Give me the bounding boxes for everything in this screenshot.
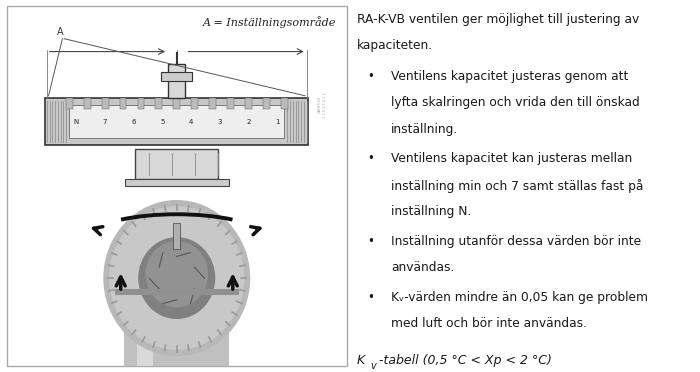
- Circle shape: [110, 207, 244, 349]
- Bar: [102, 97, 108, 109]
- Text: •: •: [368, 70, 374, 83]
- Bar: [120, 97, 127, 109]
- Circle shape: [104, 201, 249, 355]
- Bar: [125, 179, 229, 186]
- Bar: [155, 97, 162, 109]
- Text: Kᵥ-värden mindre än 0,05 kan ge problem: Kᵥ-värden mindre än 0,05 kan ge problem: [391, 291, 648, 304]
- Bar: [168, 64, 186, 97]
- Text: 2: 2: [246, 119, 251, 125]
- Text: RA-K-VB ventilen ger möjlighet till justering av: RA-K-VB ventilen ger möjlighet till just…: [357, 13, 639, 26]
- Text: N: N: [74, 119, 79, 125]
- Text: •: •: [368, 235, 374, 248]
- Bar: [115, 289, 239, 295]
- Text: 5: 5: [160, 119, 164, 125]
- Text: 6: 6: [132, 119, 136, 125]
- Text: •: •: [368, 152, 374, 165]
- Bar: [262, 97, 270, 109]
- Text: 1: 1: [275, 119, 279, 125]
- Bar: [191, 97, 198, 109]
- Text: kapaciteten.: kapaciteten.: [357, 39, 433, 52]
- Text: inställning N.: inställning N.: [391, 205, 471, 218]
- Bar: [174, 223, 180, 248]
- Bar: [135, 149, 218, 179]
- Text: Inställning utanför dessa värden bör inte: Inställning utanför dessa värden bör int…: [391, 235, 641, 248]
- Bar: [209, 97, 216, 109]
- Bar: [69, 105, 284, 138]
- Text: 7: 7: [103, 119, 107, 125]
- Bar: [137, 97, 144, 109]
- Circle shape: [139, 238, 215, 318]
- Text: Ventilens kapacitet kan justeras mellan: Ventilens kapacitet kan justeras mellan: [391, 152, 632, 165]
- Text: med luft och bör inte användas.: med luft och bör inte användas.: [391, 317, 587, 330]
- Bar: [125, 291, 229, 366]
- Text: A = Inställningsområde: A = Inställningsområde: [203, 17, 336, 28]
- Bar: [174, 97, 180, 109]
- Bar: [45, 97, 309, 145]
- Text: lyfta skalringen och vrida den till önskad: lyfta skalringen och vrida den till önsk…: [391, 96, 640, 109]
- Text: v: v: [370, 360, 377, 371]
- Text: Ventilens kapacitet justeras genom att: Ventilens kapacitet justeras genom att: [391, 70, 629, 83]
- Text: användas.: användas.: [391, 261, 454, 274]
- Text: •: •: [368, 291, 374, 304]
- Bar: [227, 97, 234, 109]
- Bar: [245, 97, 252, 109]
- Circle shape: [146, 242, 207, 307]
- Text: -tabell (0,5 °C < Xp < 2 °C): -tabell (0,5 °C < Xp < 2 °C): [379, 354, 552, 367]
- Text: K: K: [357, 354, 365, 367]
- Bar: [84, 97, 91, 109]
- Text: inställning.: inställning.: [391, 123, 458, 136]
- Text: 3: 3: [218, 119, 222, 125]
- Bar: [136, 291, 153, 366]
- Text: A: A: [57, 27, 64, 37]
- Bar: [66, 97, 73, 109]
- Bar: [281, 97, 288, 109]
- Bar: [161, 72, 192, 81]
- Text: 4: 4: [189, 119, 193, 125]
- Text: inställning min och 7 samt ställas fast på: inställning min och 7 samt ställas fast …: [391, 179, 643, 193]
- Text: DANFOSS
1 3 0 1 7 8 1 1: DANFOSS 1 3 0 1 7 8 1 1: [318, 92, 327, 118]
